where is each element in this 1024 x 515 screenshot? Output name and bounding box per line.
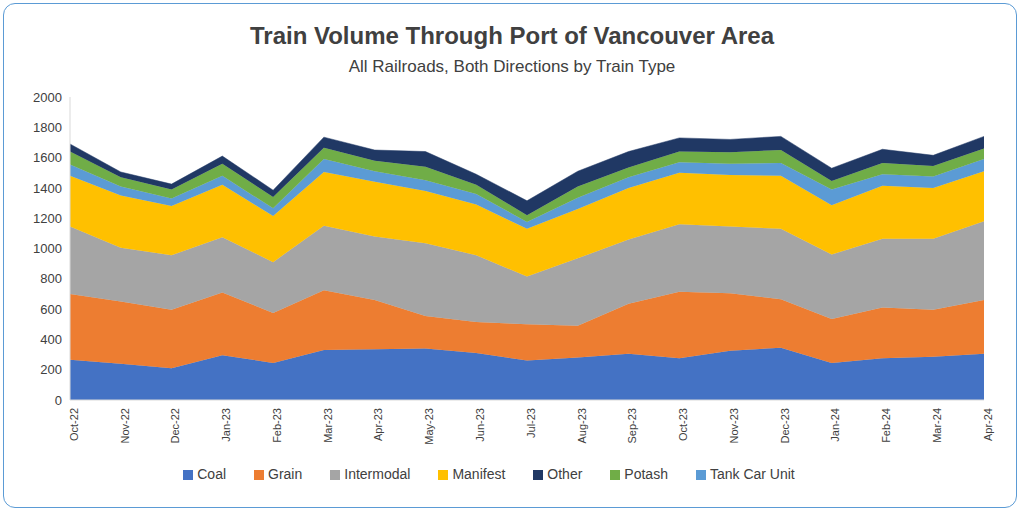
svg-text:Jan-23: Jan-23 — [220, 408, 232, 442]
svg-text:0: 0 — [55, 393, 62, 408]
svg-text:1600: 1600 — [33, 150, 62, 165]
svg-text:Sep-23: Sep-23 — [626, 408, 638, 443]
svg-text:Feb-23: Feb-23 — [271, 408, 283, 443]
svg-text:Apr-23: Apr-23 — [372, 408, 384, 441]
html-text:Grain: Grain — [268, 466, 303, 482]
html-text:Train Volume Through Port of V: Train Volume Through Port of Vancouver A… — [250, 22, 774, 49]
svg-text:1800: 1800 — [33, 120, 62, 135]
svg-text:Mar-24: Mar-24 — [931, 408, 943, 443]
svg-text:1200: 1200 — [33, 211, 62, 226]
svg-text:1400: 1400 — [33, 181, 62, 196]
svg-text:Dec-22: Dec-22 — [169, 408, 181, 443]
svg-text:1000: 1000 — [33, 241, 62, 256]
html-text:Tank Car Unit: Tank Car Unit — [710, 466, 795, 482]
svg-text:Nov-22: Nov-22 — [119, 408, 131, 443]
svg-text:600: 600 — [40, 302, 62, 317]
html-text:Other: Other — [547, 466, 583, 482]
svg-text:2000: 2000 — [33, 90, 62, 105]
svg-text:800: 800 — [40, 271, 62, 286]
html-text:Manifest: Manifest — [452, 466, 506, 482]
html-text:All Railroads, Both Directions: All Railroads, Both Directions by Train … — [348, 57, 676, 76]
svg-text:May-23: May-23 — [423, 408, 435, 445]
svg-text:Aug-23: Aug-23 — [576, 408, 588, 443]
html-text:Coal: Coal — [197, 466, 226, 482]
svg-text:Jan-24: Jan-24 — [829, 408, 841, 442]
svg-text:Jun-23: Jun-23 — [474, 408, 486, 442]
html-text:Potash: Potash — [624, 466, 668, 482]
svg-text:Apr-24: Apr-24 — [982, 408, 994, 441]
svg-text:Nov-23: Nov-23 — [728, 408, 740, 443]
svg-text:400: 400 — [40, 332, 62, 347]
svg-text:Feb-24: Feb-24 — [880, 408, 892, 443]
svg-text:200: 200 — [40, 362, 62, 377]
svg-text:Oct-23: Oct-23 — [677, 408, 689, 441]
svg-text:Oct-22: Oct-22 — [68, 408, 80, 441]
svg-text:Mar-23: Mar-23 — [322, 408, 334, 443]
svg-text:Dec-23: Dec-23 — [779, 408, 791, 443]
html-text:Intermodal: Intermodal — [344, 466, 411, 482]
svg-text:Jul-23: Jul-23 — [525, 408, 537, 438]
